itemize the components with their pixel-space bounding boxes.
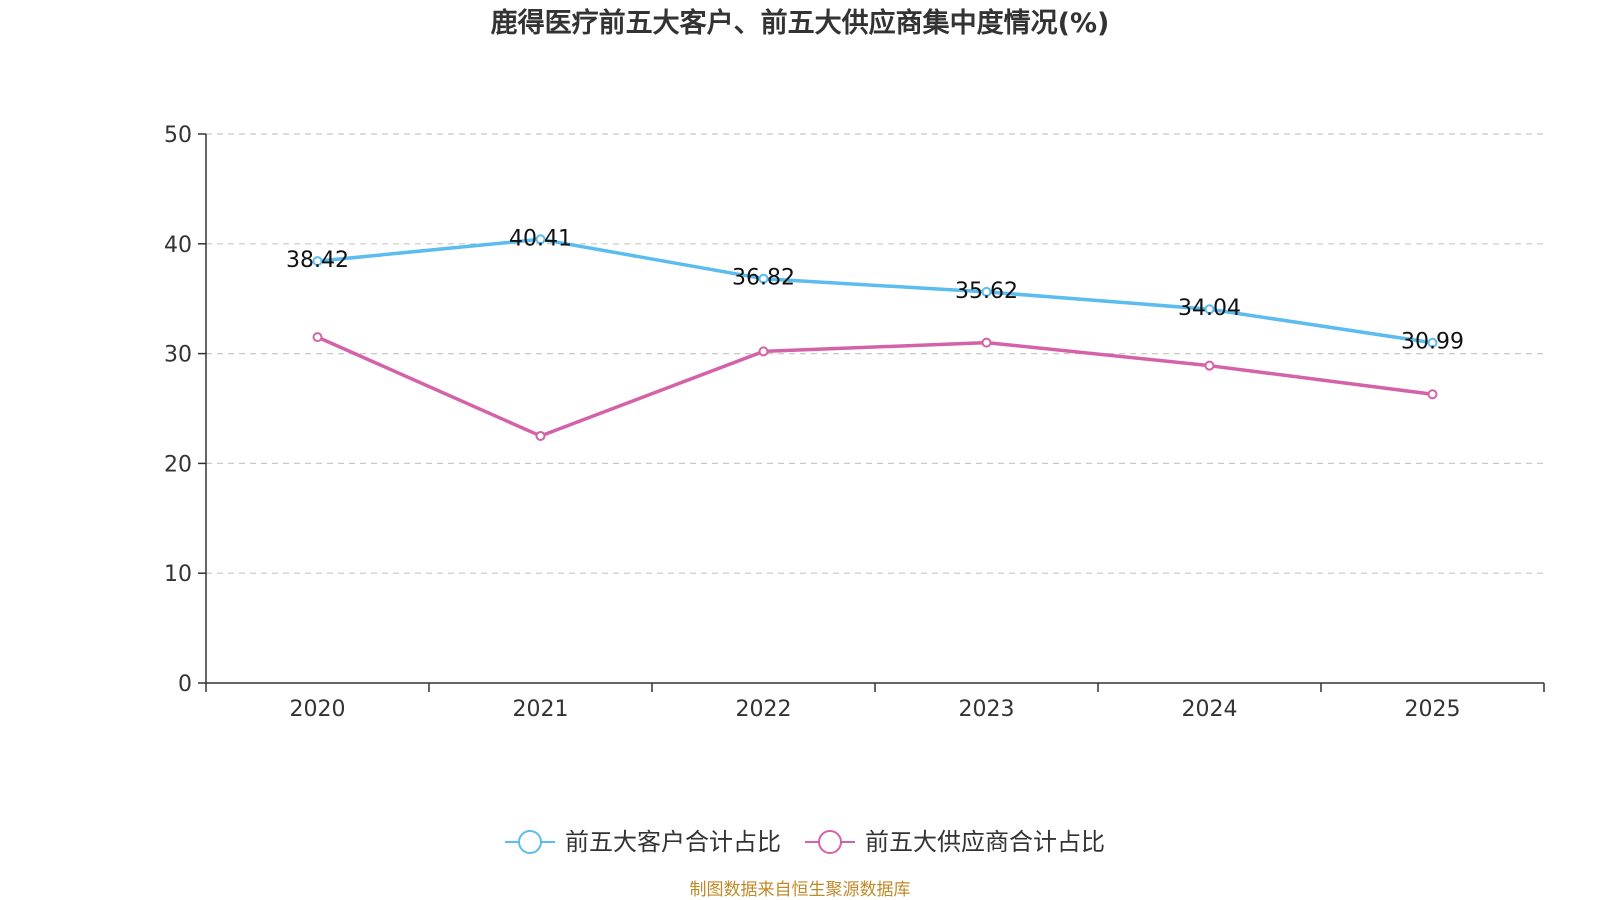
- x-tick-label-2020: 2020: [290, 697, 346, 722]
- x-tick-label-2025: 2025: [1405, 697, 1461, 722]
- y-tick-label-10: 10: [164, 562, 192, 587]
- source-note: 制图数据来自恒生聚源数据库: [690, 880, 911, 900]
- legend-suppliers-label: 前五大供应商合计占比: [865, 828, 1105, 856]
- y-tick-label-30: 30: [164, 343, 192, 368]
- y-tick-label-0: 0: [178, 672, 192, 697]
- legend-customers-label: 前五大客户合计占比: [565, 828, 781, 856]
- series-1-point-2024[interactable]: [1204, 360, 1215, 371]
- y-axis-ticks: 0 10 20 30 40 50: [164, 123, 206, 697]
- series-0-point-2022[interactable]: [758, 273, 769, 284]
- legend[interactable]: 前五大客户合计占比 前五大供应商合计占比: [505, 828, 1105, 856]
- y-tick-label-40: 40: [164, 233, 192, 258]
- series-1-point-2021[interactable]: [535, 430, 546, 441]
- legend-suppliers-marker-icon: [818, 830, 842, 854]
- series-0-point-2021[interactable]: [535, 234, 546, 245]
- y-tick-label-50: 50: [164, 123, 192, 148]
- series-1-line: [316, 335, 1433, 438]
- series-0-label-2023: 35.62: [955, 279, 1018, 304]
- x-tick-label-2021: 2021: [513, 697, 569, 722]
- series-0-point-2025[interactable]: [1427, 337, 1438, 348]
- series-1-point-2022[interactable]: [758, 346, 769, 357]
- axes: [205, 134, 1544, 684]
- series-1-point-2023[interactable]: [981, 337, 992, 348]
- series-0-label-2021: 40.41: [509, 226, 572, 251]
- series-0-point-2023[interactable]: [981, 286, 992, 297]
- series-1-point-2020[interactable]: [312, 332, 323, 343]
- chart-title: 鹿得医疗前五大客户、前五大供应商集中度情况(%): [491, 7, 1110, 39]
- legend-item-customers[interactable]: 前五大客户合计占比: [505, 828, 781, 856]
- x-tick-label-2024: 2024: [1182, 697, 1238, 722]
- series-0-label-2024: 34.04: [1178, 296, 1241, 321]
- x-tick-label-2023: 2023: [959, 697, 1015, 722]
- series-0-label-2025: 30.99: [1401, 330, 1464, 355]
- legend-customers-marker-icon: [518, 830, 542, 854]
- series-group: 38.42 40.41 36.82 35.62 34.04 30.99: [286, 226, 1464, 441]
- x-axis-ticks: 2020 2021 2022 2023 2024 2025: [205, 683, 1545, 722]
- series-0-point-2024[interactable]: [1204, 304, 1215, 315]
- x-tick-label-2022: 2022: [736, 697, 792, 722]
- series-0-label-2020: 38.42: [286, 248, 349, 273]
- series-0-point-2020[interactable]: [312, 256, 323, 267]
- gridlines: [206, 133, 1544, 574]
- series-0: 38.42 40.41 36.82 35.62 34.04 30.99: [286, 226, 1464, 354]
- series-0-line: [317, 237, 1433, 345]
- y-tick-label-20: 20: [164, 452, 192, 477]
- series-1: [312, 332, 1438, 441]
- series-0-label-2022: 36.82: [732, 266, 795, 291]
- series-1-point-2025[interactable]: [1427, 389, 1438, 400]
- legend-item-suppliers[interactable]: 前五大供应商合计占比: [805, 828, 1105, 856]
